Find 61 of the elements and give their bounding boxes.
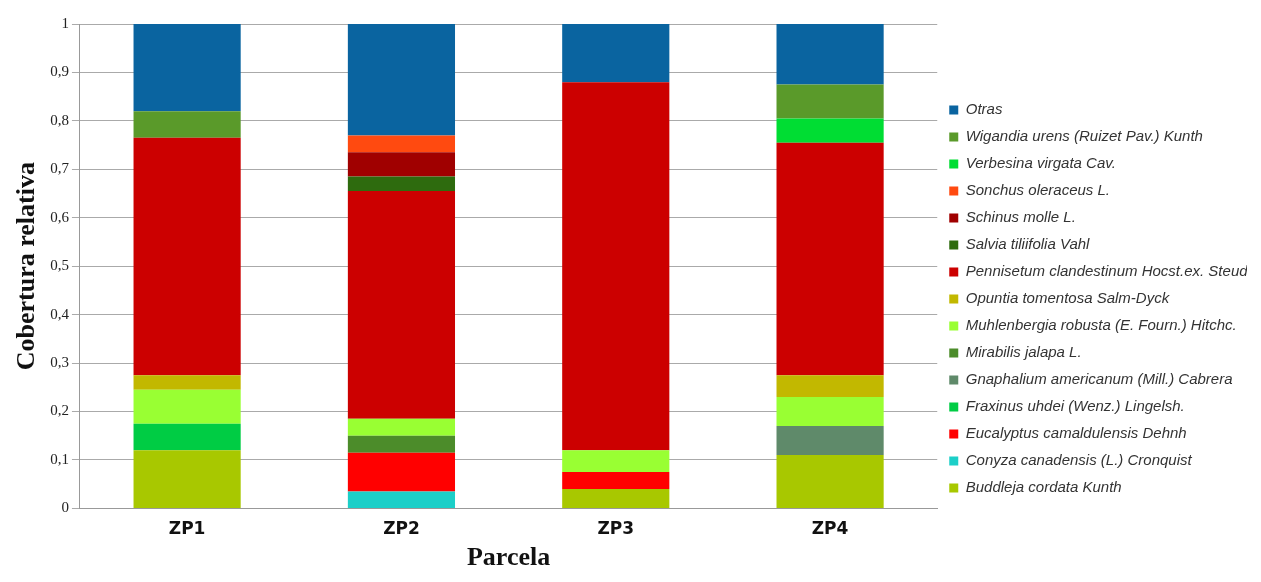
legend-label: Salvia tiliifolia Vahl bbox=[965, 235, 1091, 253]
bar bbox=[562, 450, 670, 473]
bar bbox=[347, 135, 456, 153]
y-tick-label: 0,7 bbox=[50, 160, 70, 177]
x-tick-label: ZP1 bbox=[168, 518, 206, 539]
bar bbox=[133, 137, 241, 376]
bar bbox=[347, 24, 456, 136]
legend-label: Opuntia tomentosa Salm-Dyck bbox=[965, 289, 1171, 307]
y-tick-label: 0,6 bbox=[50, 208, 70, 225]
legend-label: Buddleja cordata Kunth bbox=[965, 478, 1122, 496]
bar bbox=[776, 375, 884, 397]
y-axis-title: Cobertura relativa bbox=[11, 162, 41, 371]
x-tick-label: ZP2 bbox=[383, 518, 420, 539]
bar bbox=[776, 142, 884, 376]
legend-label: Conyza canadensis (L.) Cronquist bbox=[965, 451, 1193, 469]
bar bbox=[347, 452, 456, 492]
bar bbox=[133, 450, 241, 508]
bar bbox=[133, 423, 241, 451]
legend-label: Verbesina virgata Cav. bbox=[965, 154, 1116, 172]
legend-label: Wigandia urens (Ruizet Pav.) Kunth bbox=[965, 127, 1203, 145]
bar bbox=[562, 489, 670, 508]
bar bbox=[347, 191, 456, 419]
bar bbox=[776, 426, 884, 456]
legend-label: Fraxinus uhdei (Wenz.) Lingelsh. bbox=[965, 397, 1185, 415]
bar bbox=[562, 24, 670, 83]
bar bbox=[562, 82, 670, 451]
legend-label: Eucalyptus camaldulensis Dehnh bbox=[965, 424, 1187, 442]
x-tick-label: ZP3 bbox=[597, 518, 635, 539]
x-tick-label: ZP4 bbox=[811, 518, 849, 539]
bar bbox=[776, 396, 884, 427]
legend-label: Otras bbox=[965, 100, 1003, 118]
y-tick-label: 0,1 bbox=[50, 450, 69, 467]
legend-label: Sonchus oleraceus L. bbox=[965, 181, 1111, 199]
y-tick-label: 0 bbox=[61, 499, 69, 516]
bar bbox=[776, 24, 884, 85]
y-tick-label: 0,2 bbox=[50, 402, 69, 419]
bar bbox=[776, 118, 884, 143]
bar bbox=[562, 472, 670, 490]
legend-label: Pennisetum clandestinum Hocst.ex. Steud bbox=[965, 262, 1249, 280]
bar bbox=[347, 418, 456, 436]
bar bbox=[133, 111, 241, 138]
y-tick-label: 0,9 bbox=[50, 63, 69, 80]
y-tick-label: 1 bbox=[61, 14, 69, 31]
bar bbox=[776, 455, 884, 508]
bar bbox=[133, 375, 241, 390]
bar bbox=[133, 389, 241, 424]
legend-label: Muhlenbergia robusta (E. Fourn.) Hitchc. bbox=[965, 316, 1237, 334]
legend-label: Gnaphalium americanum (Mill.) Cabrera bbox=[965, 370, 1233, 388]
y-tick-label: 0,4 bbox=[50, 305, 70, 322]
y-tick-label: 0,5 bbox=[50, 257, 69, 274]
x-axis-title: Parcela bbox=[466, 542, 551, 572]
legend-label: Mirabilis jalapa L. bbox=[965, 343, 1082, 361]
bar bbox=[347, 176, 456, 192]
bar bbox=[347, 435, 456, 453]
bar bbox=[133, 24, 241, 112]
y-tick-label: 0,8 bbox=[50, 111, 69, 128]
legend-label: Schinus molle L. bbox=[965, 208, 1076, 226]
bar bbox=[347, 152, 456, 177]
y-tick-label: 0,3 bbox=[50, 354, 69, 371]
bar bbox=[347, 491, 456, 508]
bar bbox=[776, 84, 884, 119]
